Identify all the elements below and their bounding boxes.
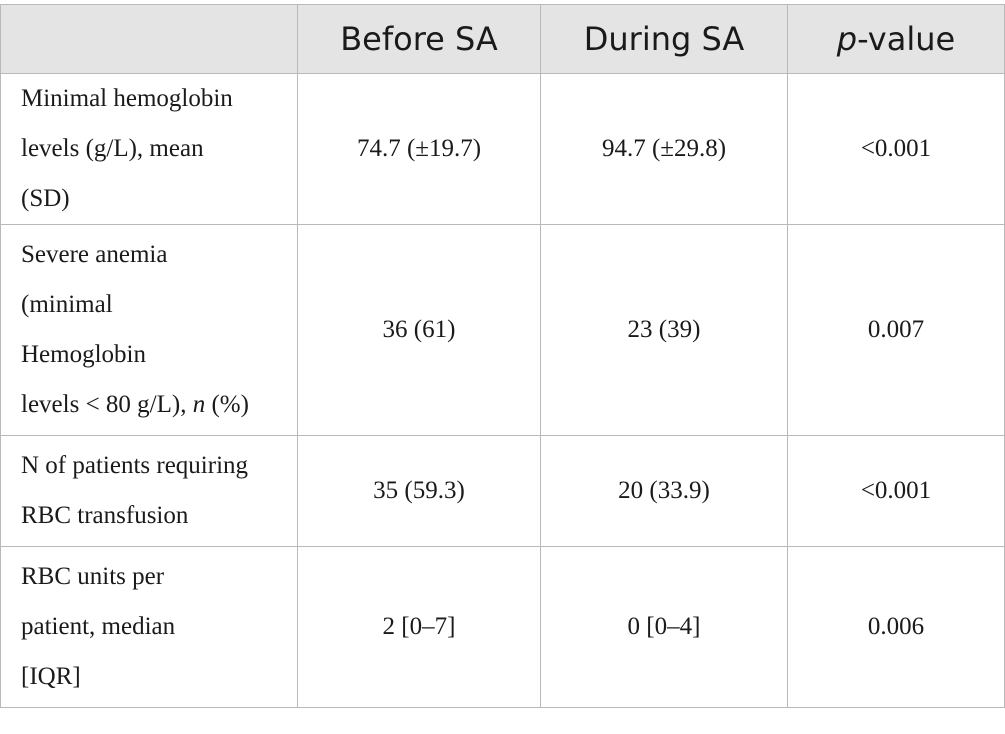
results-table: Before SA During SA p-value Minimal hemo… — [0, 4, 1005, 708]
header-row: Before SA During SA p-value — [0, 4, 1005, 74]
cell-p-value: 0.007 — [787, 224, 1005, 436]
label-italic-n: n — [192, 391, 206, 418]
label-line: Minimal hemoglobin — [21, 85, 233, 112]
p-value-suffix: -value — [857, 20, 956, 58]
row-label-rbc-units: RBC units per patient, median [IQR] — [0, 546, 298, 708]
cell-before: 74.7 (±19.7) — [297, 73, 541, 225]
cell-during: 0 [0–4] — [540, 546, 788, 708]
header-blank-cell — [0, 4, 298, 74]
p-value-italic-p: p — [836, 20, 858, 58]
label-line: levels (g/L), mean — [21, 135, 204, 162]
table-header: Before SA During SA p-value — [0, 4, 1005, 74]
cell-during: 94.7 (±29.8) — [540, 73, 788, 225]
cell-p-value: 0.006 — [787, 546, 1005, 708]
label-line: (SD) — [21, 185, 70, 212]
table-row: Severe anemia (minimal Hemoglobin levels… — [0, 224, 1005, 436]
label-line: N of patients requiring — [21, 452, 249, 479]
header-during-sa: During SA — [540, 4, 788, 74]
cell-before: 36 (61) — [297, 224, 541, 436]
cell-p-value: <0.001 — [787, 435, 1005, 547]
label-line: Hemoglobin — [21, 341, 146, 368]
label-fragment: levels < 80 g/L), — [21, 391, 193, 418]
label-line: Severe anemia — [21, 241, 168, 268]
header-before-sa: Before SA — [297, 4, 541, 74]
cell-during: 23 (39) — [540, 224, 788, 436]
table-row: Minimal hemoglobin levels (g/L), mean (S… — [0, 73, 1005, 225]
table-row: RBC units per patient, median [IQR] 2 [0… — [0, 546, 1005, 708]
cell-before: 2 [0–7] — [297, 546, 541, 708]
label-line: levels < 80 g/L), n (%) — [21, 380, 289, 430]
label-line: RBC transfusion — [21, 502, 189, 529]
table-body: Minimal hemoglobin levels (g/L), mean (S… — [0, 73, 1005, 708]
row-label-min-hemoglobin: Minimal hemoglobin levels (g/L), mean (S… — [0, 73, 298, 225]
table-row: N of patients requiring RBC transfusion … — [0, 435, 1005, 547]
cell-during: 20 (33.9) — [540, 435, 788, 547]
label-line: patient, median — [21, 613, 176, 640]
label-fragment: (%) — [205, 391, 249, 418]
header-p-value: p-value — [787, 4, 1005, 74]
cell-p-value: <0.001 — [787, 73, 1005, 225]
label-line: (minimal — [21, 291, 113, 318]
row-label-severe-anemia: Severe anemia (minimal Hemoglobin levels… — [0, 224, 298, 436]
cell-before: 35 (59.3) — [297, 435, 541, 547]
row-label-patients-transfusion: N of patients requiring RBC transfusion — [0, 435, 298, 547]
label-line: [IQR] — [21, 663, 81, 690]
label-line: RBC units per — [21, 563, 165, 590]
